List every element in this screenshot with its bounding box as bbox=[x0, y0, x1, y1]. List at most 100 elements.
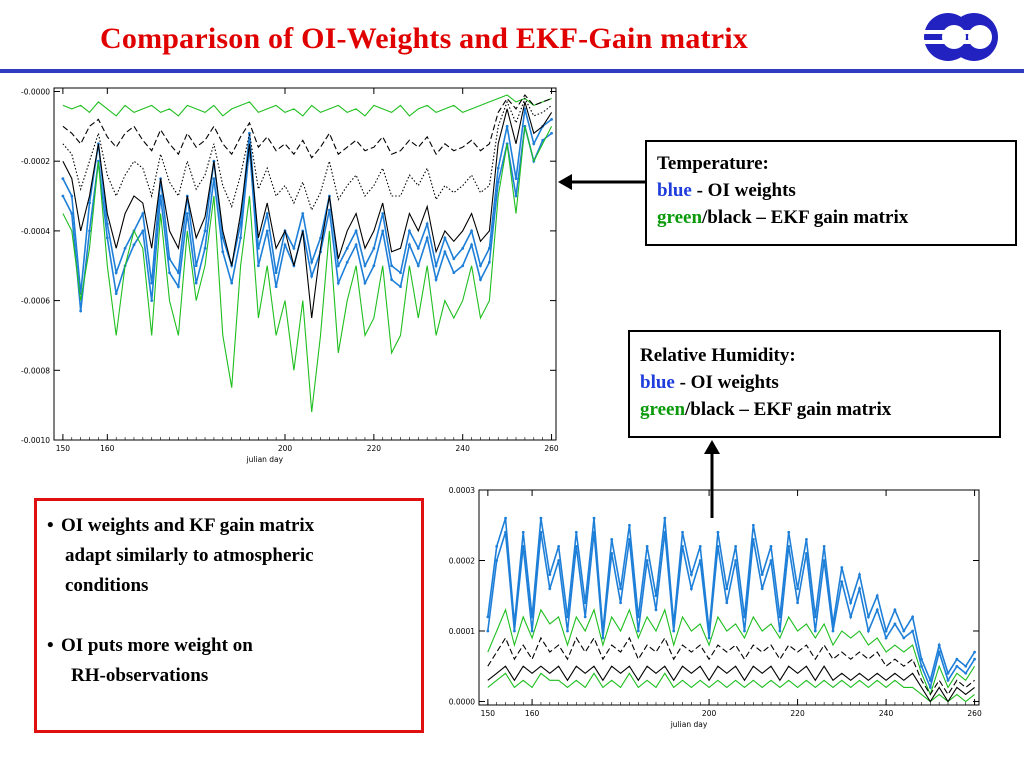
series-point bbox=[787, 530, 791, 534]
series-point bbox=[514, 194, 518, 198]
series-point bbox=[541, 138, 545, 142]
series-point bbox=[911, 615, 915, 619]
series-point bbox=[955, 664, 959, 668]
bullet-line: adapt similarly to atmospheric bbox=[65, 545, 314, 566]
series-point bbox=[381, 229, 385, 233]
series-line bbox=[487, 532, 976, 690]
y-tick-label: 0.0001 bbox=[449, 627, 475, 636]
series-point bbox=[399, 271, 402, 275]
series-point bbox=[416, 246, 420, 250]
series-point bbox=[725, 601, 729, 605]
series-point bbox=[443, 236, 447, 240]
series-point bbox=[628, 523, 631, 527]
series-point bbox=[345, 246, 349, 250]
series-point bbox=[470, 243, 473, 247]
humidity-chart: 0.0003 0.0002 0.0001 0.0000 150 160 200 220 240 2… bbox=[438, 480, 990, 740]
series-point bbox=[105, 222, 109, 226]
series-point bbox=[114, 271, 118, 275]
x-tick-label: 240 bbox=[456, 444, 471, 453]
summary-bullets: • OI weights and KF gain matrix adapt sim… bbox=[34, 498, 424, 733]
series-point bbox=[114, 292, 118, 296]
series-point bbox=[689, 587, 693, 591]
series-point bbox=[61, 177, 65, 181]
series-line bbox=[62, 94, 552, 159]
series-point bbox=[203, 246, 207, 250]
x-tick-label: 260 bbox=[544, 444, 559, 453]
series-point bbox=[557, 544, 561, 548]
series-point bbox=[274, 285, 278, 289]
series-point bbox=[390, 264, 394, 268]
series-point bbox=[751, 523, 755, 527]
legend-blue-rest: - OI weights bbox=[691, 180, 796, 201]
series-point bbox=[884, 629, 888, 633]
x-tick-label: 200 bbox=[702, 709, 717, 718]
series-point bbox=[425, 222, 429, 226]
x-tick-label: 240 bbox=[879, 709, 894, 718]
series-point bbox=[893, 608, 897, 612]
bullet-item: • OI puts more weight on RH-observations bbox=[47, 631, 411, 691]
y-tick-label: 0.0003 bbox=[449, 486, 475, 495]
series-point bbox=[425, 236, 429, 240]
series-point bbox=[530, 629, 534, 633]
series-point bbox=[946, 671, 950, 675]
x-tick-label: 200 bbox=[278, 444, 293, 453]
temperature-pointer-arrow bbox=[558, 174, 646, 190]
series-point bbox=[778, 629, 782, 633]
series-point bbox=[601, 636, 605, 640]
series-point bbox=[769, 559, 773, 562]
series-point bbox=[283, 243, 287, 247]
series-point bbox=[504, 530, 507, 534]
series-point bbox=[141, 212, 145, 215]
series-point bbox=[698, 544, 702, 548]
series-point bbox=[212, 177, 216, 181]
series-point bbox=[176, 285, 180, 289]
series-point bbox=[583, 615, 587, 619]
bullet-line: RH-observations bbox=[71, 665, 209, 686]
ecmwf-logo bbox=[920, 8, 1000, 66]
bullet-line: conditions bbox=[65, 575, 149, 596]
series-point bbox=[725, 587, 729, 591]
y-tick-label: 0.0002 bbox=[449, 556, 475, 565]
series-point bbox=[194, 264, 198, 268]
y-tick-label: -0.0000 bbox=[21, 87, 50, 96]
series-point bbox=[973, 650, 976, 654]
series-point bbox=[769, 544, 773, 548]
series-point bbox=[645, 559, 649, 562]
series-point bbox=[461, 264, 465, 268]
series-point bbox=[866, 615, 870, 619]
series-point bbox=[681, 544, 684, 548]
series-point bbox=[760, 587, 764, 591]
series-point bbox=[336, 264, 340, 268]
series-point bbox=[548, 587, 552, 591]
legend-green-rest: /black – EKF gain matrix bbox=[685, 399, 892, 420]
y-tick-label: 0.0000 bbox=[449, 697, 475, 706]
series-point bbox=[416, 264, 420, 268]
series-point bbox=[523, 107, 527, 111]
series-point bbox=[592, 516, 596, 520]
series-point bbox=[521, 544, 525, 548]
series-point bbox=[486, 615, 490, 619]
series-point bbox=[902, 636, 906, 640]
series-point bbox=[539, 516, 543, 520]
series-point bbox=[532, 142, 536, 146]
series-point bbox=[734, 559, 738, 562]
series-point bbox=[822, 559, 826, 562]
legend-blue-rest: - OI weights bbox=[674, 372, 779, 393]
series-point bbox=[760, 573, 764, 576]
series-point bbox=[928, 685, 932, 689]
series-point bbox=[893, 622, 897, 626]
x-tick-label: 220 bbox=[367, 444, 382, 453]
series-point bbox=[716, 530, 720, 534]
series-point bbox=[168, 257, 171, 261]
series-point bbox=[434, 264, 438, 268]
series-point bbox=[805, 552, 808, 555]
series-point bbox=[937, 643, 941, 647]
series-point bbox=[663, 530, 667, 534]
series-point bbox=[479, 264, 482, 268]
series-point bbox=[512, 629, 516, 633]
series-point bbox=[168, 271, 171, 275]
series-point bbox=[123, 246, 127, 250]
series-point bbox=[875, 608, 879, 612]
series-point bbox=[566, 629, 569, 633]
series-point bbox=[681, 530, 684, 534]
